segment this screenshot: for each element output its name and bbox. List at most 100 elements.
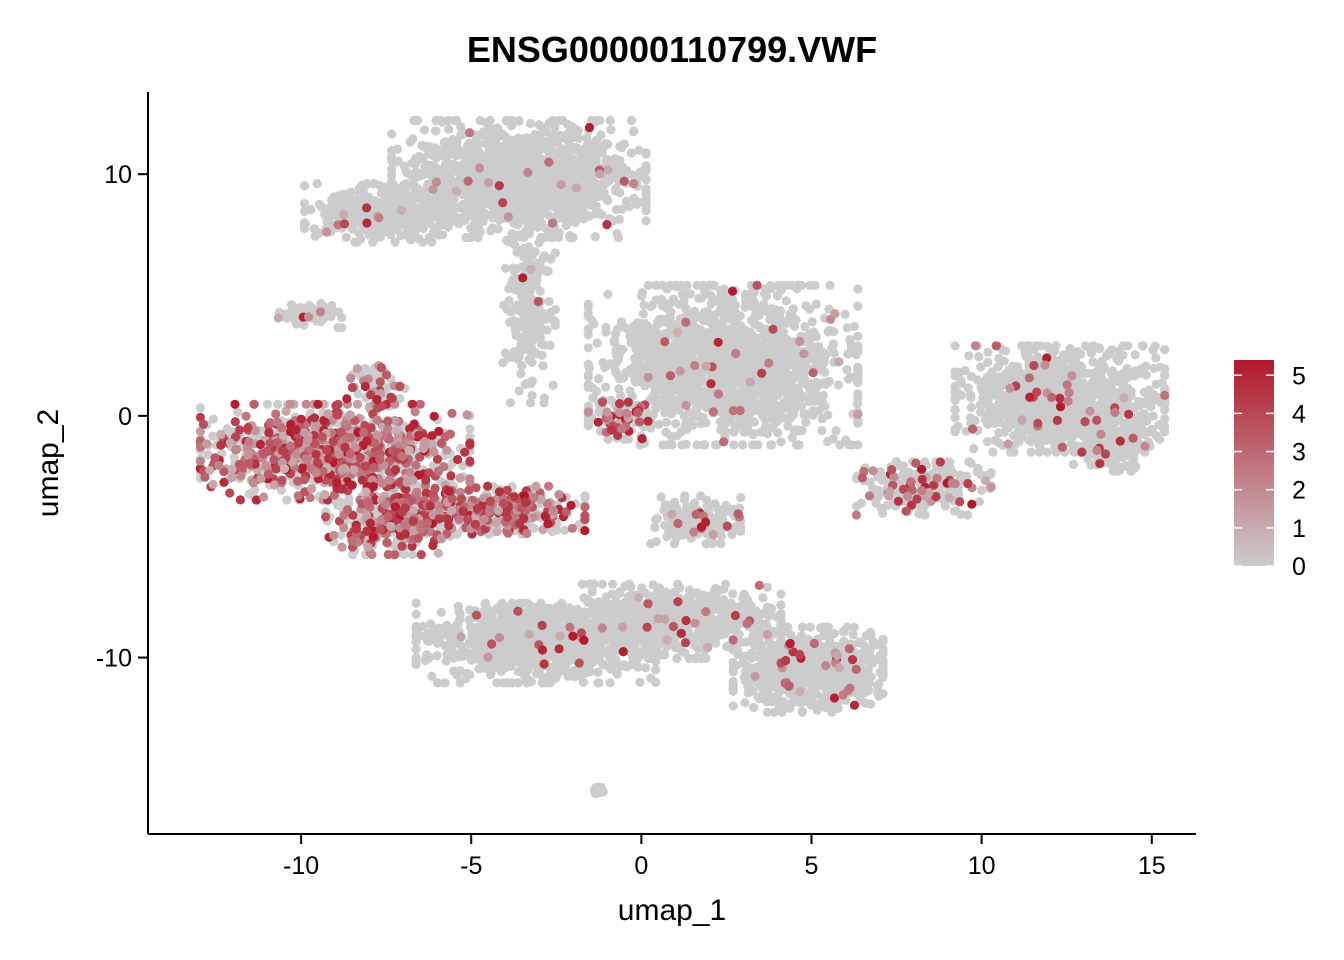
scatter-point <box>412 115 423 126</box>
scatter-point <box>849 321 860 332</box>
scatter-point <box>625 386 635 396</box>
scatter-point <box>752 385 762 395</box>
scatter-point <box>573 126 583 136</box>
scatter-point <box>638 361 649 371</box>
scatter-point <box>853 418 863 428</box>
scatter-point <box>233 407 243 417</box>
scatter-point <box>641 196 651 206</box>
scatter-point <box>815 379 825 389</box>
scatter-point <box>432 222 442 232</box>
scatter-point <box>564 176 575 186</box>
scatter-point <box>611 205 622 215</box>
scatter-point <box>527 280 537 290</box>
scatter-point <box>583 343 593 353</box>
scatter-point <box>478 216 488 226</box>
scatter-point <box>645 331 655 342</box>
scatter-point <box>250 485 260 495</box>
scatter-point <box>381 182 391 192</box>
scatter-point <box>769 304 780 314</box>
scatter-point <box>454 146 464 156</box>
scatter-point <box>583 302 593 312</box>
scatter-point <box>550 305 560 315</box>
scatter-point <box>615 155 625 165</box>
scatter-point <box>583 379 593 389</box>
scatter-point <box>537 308 547 318</box>
scatter-point <box>641 161 651 171</box>
scatter-point <box>350 237 360 247</box>
scatter-point <box>590 232 600 242</box>
scatter-point <box>546 199 557 209</box>
scatter-point <box>337 323 347 333</box>
scatter-point <box>483 125 494 135</box>
scatter-point <box>611 329 621 339</box>
scatter-point <box>763 424 774 435</box>
scatter-point <box>521 303 531 313</box>
scatter-point <box>385 197 395 207</box>
scatter-point <box>651 515 661 525</box>
scatter-point <box>326 311 336 322</box>
scatter-point <box>603 195 613 206</box>
scatter-point <box>780 402 790 413</box>
scatter-point <box>452 162 462 172</box>
scatter-point <box>413 168 423 178</box>
scatter-point <box>647 300 657 310</box>
scatter-point <box>208 414 218 424</box>
scatter-point <box>785 413 795 423</box>
scatter-point <box>626 115 637 126</box>
scatter-point <box>550 123 560 133</box>
scatter-points <box>195 115 1170 799</box>
scatter-point <box>208 431 218 441</box>
scatter-point <box>677 289 687 299</box>
scatter-point <box>407 550 417 560</box>
scatter-point <box>456 130 466 140</box>
scatter-point <box>611 184 621 194</box>
scatter-point <box>768 396 778 406</box>
scatter-point <box>787 312 798 322</box>
scatter-point <box>542 325 552 335</box>
scatter-point <box>514 322 524 333</box>
scatter-point <box>282 495 292 505</box>
scatter-point <box>565 232 575 243</box>
scatter-point <box>471 150 481 160</box>
scatter-point <box>530 333 540 344</box>
scatter-point <box>808 406 818 416</box>
scatter-point <box>716 531 727 541</box>
scatter-point <box>492 166 502 176</box>
scatter-point <box>809 342 819 352</box>
scatter-point <box>761 383 771 393</box>
scatter-point <box>499 152 509 162</box>
scatter-point <box>790 321 800 331</box>
scatter-point <box>465 424 475 434</box>
scatter-point <box>341 232 351 242</box>
scatter-point <box>555 130 566 140</box>
scatter-point <box>441 137 451 147</box>
scatter-point <box>565 201 575 211</box>
scatter-point <box>419 125 430 135</box>
scatter-point <box>788 370 799 380</box>
scatter-point <box>317 202 327 212</box>
scatter-point <box>607 360 617 370</box>
scatter-point <box>538 361 548 371</box>
scatter-point <box>506 193 516 203</box>
scatter-point <box>502 235 512 246</box>
scatter-point <box>716 289 726 299</box>
scatter-point <box>346 187 356 197</box>
scatter-point <box>516 232 526 242</box>
scatter-point <box>512 155 522 165</box>
scatter-point <box>502 170 512 180</box>
scatter-point <box>672 431 682 441</box>
scatter-point <box>754 310 764 320</box>
scatter-point <box>306 204 316 215</box>
scatter-point <box>671 280 681 290</box>
scatter-point <box>701 342 711 352</box>
scatter-point <box>481 199 491 209</box>
scatter-point <box>518 190 528 200</box>
scatter-point <box>629 193 639 203</box>
scatter-point <box>392 225 402 235</box>
scatter-point <box>786 349 796 359</box>
scatter-point <box>727 340 737 350</box>
scatter-point <box>539 393 550 403</box>
scatter-point <box>677 440 687 450</box>
scatter-point <box>672 353 682 363</box>
scatter-point <box>853 377 863 388</box>
